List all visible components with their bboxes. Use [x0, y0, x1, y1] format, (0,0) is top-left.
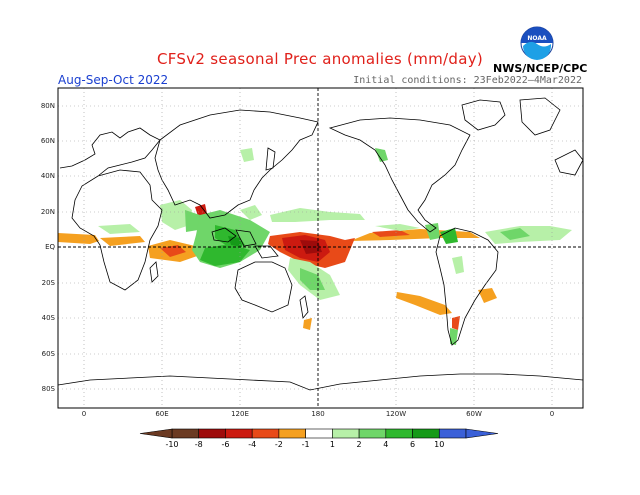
lat-label: 40S	[42, 314, 56, 322]
colorbar-tick-label: -10	[165, 440, 178, 449]
latitude-labels: 80N 60N 40N 20N EQ 20S 40S 60S 80S	[41, 102, 56, 393]
initial-conditions-label: Initial conditions: 23Feb2022—4Mar2022	[353, 75, 582, 86]
lat-lon-grid	[58, 88, 583, 408]
colorbar-swatch	[171, 428, 200, 439]
noaa-logo-icon: NOAA	[520, 26, 554, 64]
agency-label: NWS/NCEP/CPC	[493, 62, 588, 75]
lat-label: 60S	[42, 350, 56, 358]
colorbar-swatch	[278, 428, 306, 439]
coastlines	[58, 97, 583, 391]
colorbar: -10 -8 -6 -4 -2 -1 1 2 4 6 10	[139, 428, 499, 449]
lat-label: 80S	[42, 385, 56, 393]
equator-dateline	[58, 88, 583, 408]
colorbar-high-arrow	[465, 428, 499, 439]
colorbar-tick-label: -1	[302, 440, 310, 449]
colorbar-swatch	[305, 428, 333, 439]
map-frame	[57, 87, 584, 409]
lon-label: 120E	[231, 410, 249, 418]
lat-label: 80N	[41, 102, 55, 110]
lat-label: 20N	[41, 208, 55, 216]
lon-label: 0	[82, 410, 86, 418]
colorbar-low-arrow	[139, 428, 173, 439]
colorbar-swatch	[358, 428, 387, 439]
lat-label: 20S	[42, 279, 56, 287]
map-title: CFSv2 seasonal Prec anomalies (mm/day)	[156, 50, 484, 68]
colorbar-tick-label: 1	[330, 440, 335, 449]
colorbar-tick-label: -8	[195, 440, 203, 449]
lat-label: 40N	[41, 172, 55, 180]
colorbar-tick-label: -2	[275, 440, 283, 449]
colorbar-tick-label: -6	[221, 440, 229, 449]
lat-label: 60N	[41, 137, 55, 145]
lon-label: 60E	[155, 410, 168, 418]
anomaly-fields	[58, 148, 572, 345]
colorbar-swatch	[438, 428, 467, 439]
colorbar-swatch	[225, 428, 253, 439]
colorbar-tick-label: 4	[383, 440, 388, 449]
period-label: Aug-Sep-Oct 2022	[58, 73, 169, 87]
longitude-labels: 0 60E 120E 180 120W 60W 0	[82, 410, 554, 418]
colorbar-swatch	[251, 428, 280, 439]
colorbar-tick-label: 10	[434, 440, 444, 449]
lon-label: 0	[550, 410, 554, 418]
colorbar-tick-label: -4	[248, 440, 256, 449]
colorbar-swatch	[198, 428, 226, 439]
lon-label: 120W	[386, 410, 406, 418]
svg-text:NOAA: NOAA	[527, 35, 547, 42]
colorbar-swatch	[332, 428, 360, 439]
lon-label: 180	[311, 410, 324, 418]
colorbar-swatch	[385, 428, 413, 439]
colorbar-swatch	[412, 428, 440, 439]
lat-label: EQ	[45, 243, 55, 251]
colorbar-tick-label: 6	[410, 440, 415, 449]
lon-label: 60W	[466, 410, 482, 418]
colorbar-tick-label: 2	[357, 440, 362, 449]
